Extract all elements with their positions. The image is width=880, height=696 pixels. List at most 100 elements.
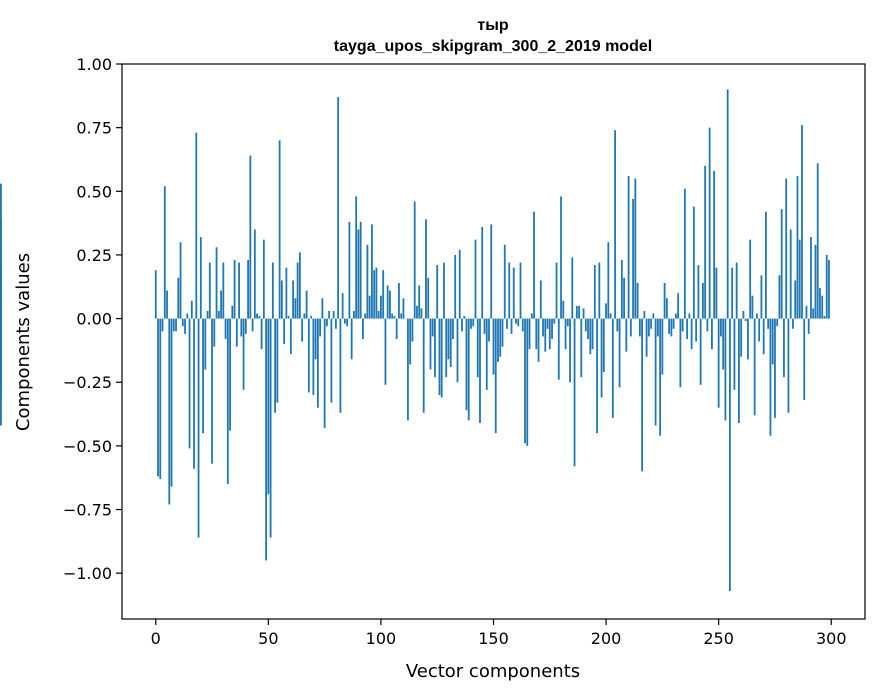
bar xyxy=(445,318,448,378)
bar xyxy=(785,178,788,319)
bar xyxy=(0,318,2,383)
bar xyxy=(618,318,621,388)
bar xyxy=(724,318,727,421)
bar xyxy=(170,318,173,487)
bar xyxy=(355,196,358,319)
bar xyxy=(735,262,738,319)
bar xyxy=(634,178,637,319)
bar xyxy=(546,318,549,329)
bar xyxy=(389,290,391,319)
bar xyxy=(479,318,481,423)
bar xyxy=(294,298,297,319)
bar xyxy=(819,288,821,319)
bar xyxy=(713,170,716,319)
bar xyxy=(476,318,479,378)
bar xyxy=(670,318,673,337)
bar xyxy=(503,244,506,319)
bar xyxy=(575,305,578,319)
bar xyxy=(341,293,344,319)
bar xyxy=(323,318,326,429)
bar xyxy=(638,318,641,337)
bar xyxy=(251,318,254,332)
bar xyxy=(195,132,198,319)
bar xyxy=(161,318,164,332)
bar xyxy=(593,265,596,319)
bar xyxy=(321,298,324,319)
bar xyxy=(767,318,770,329)
bar xyxy=(823,316,826,319)
bar xyxy=(573,318,576,467)
x-tick-label: 150 xyxy=(478,629,509,648)
bar xyxy=(582,308,585,319)
bar xyxy=(600,318,603,398)
chart-title: тыр xyxy=(477,17,509,34)
x-tick-label: 50 xyxy=(258,629,278,648)
bar xyxy=(0,308,2,319)
bar xyxy=(665,298,668,319)
y-tick-label: −1.00 xyxy=(63,564,112,583)
bar xyxy=(418,285,421,319)
bar xyxy=(652,313,655,319)
bar xyxy=(384,318,387,385)
bar xyxy=(438,318,441,395)
bar xyxy=(244,318,247,334)
bar xyxy=(584,318,587,332)
bar xyxy=(425,219,427,319)
bar xyxy=(434,318,436,378)
bar xyxy=(371,224,373,319)
bar xyxy=(159,318,162,479)
bar xyxy=(589,318,592,355)
bar xyxy=(695,318,698,342)
bar xyxy=(794,280,797,319)
bar xyxy=(756,313,758,319)
bar xyxy=(202,318,204,434)
bar xyxy=(305,290,308,319)
bar xyxy=(749,239,752,319)
bar xyxy=(368,295,371,319)
bar xyxy=(431,318,434,337)
bar xyxy=(506,318,508,329)
bar xyxy=(674,313,677,319)
bar xyxy=(792,318,794,329)
bar xyxy=(391,313,394,319)
bar xyxy=(292,280,295,319)
bar xyxy=(821,295,824,319)
bar xyxy=(154,270,157,319)
bar xyxy=(780,209,783,319)
bar xyxy=(692,206,695,319)
bar xyxy=(765,211,767,319)
bar xyxy=(798,239,801,319)
y-axis-label: Components values xyxy=(13,253,34,431)
bar xyxy=(190,300,193,319)
bar xyxy=(704,165,707,319)
bar xyxy=(166,290,168,319)
x-tick-label: 100 xyxy=(366,629,397,648)
bar xyxy=(803,318,806,401)
bar xyxy=(316,318,319,408)
bar xyxy=(416,305,418,319)
bar xyxy=(578,305,580,319)
bar xyxy=(262,239,265,319)
bar xyxy=(722,318,725,370)
bar xyxy=(742,310,745,319)
bar xyxy=(364,313,367,319)
bar xyxy=(623,277,625,319)
bar xyxy=(463,316,466,319)
bar xyxy=(330,318,333,403)
bar xyxy=(175,318,177,332)
bar xyxy=(605,303,607,319)
x-tick-label: 250 xyxy=(703,629,734,648)
bar xyxy=(717,318,720,408)
x-tick-label: 0 xyxy=(151,629,161,648)
bar xyxy=(411,318,414,342)
bar xyxy=(186,313,189,319)
bar xyxy=(537,318,540,362)
bar xyxy=(562,300,565,319)
y-tick-label: −0.25 xyxy=(63,373,112,392)
y-tick-label: 0.75 xyxy=(76,119,112,138)
bar xyxy=(208,262,211,319)
bar xyxy=(440,318,443,398)
bar xyxy=(699,318,702,385)
bar xyxy=(580,318,583,378)
bar xyxy=(690,318,693,350)
